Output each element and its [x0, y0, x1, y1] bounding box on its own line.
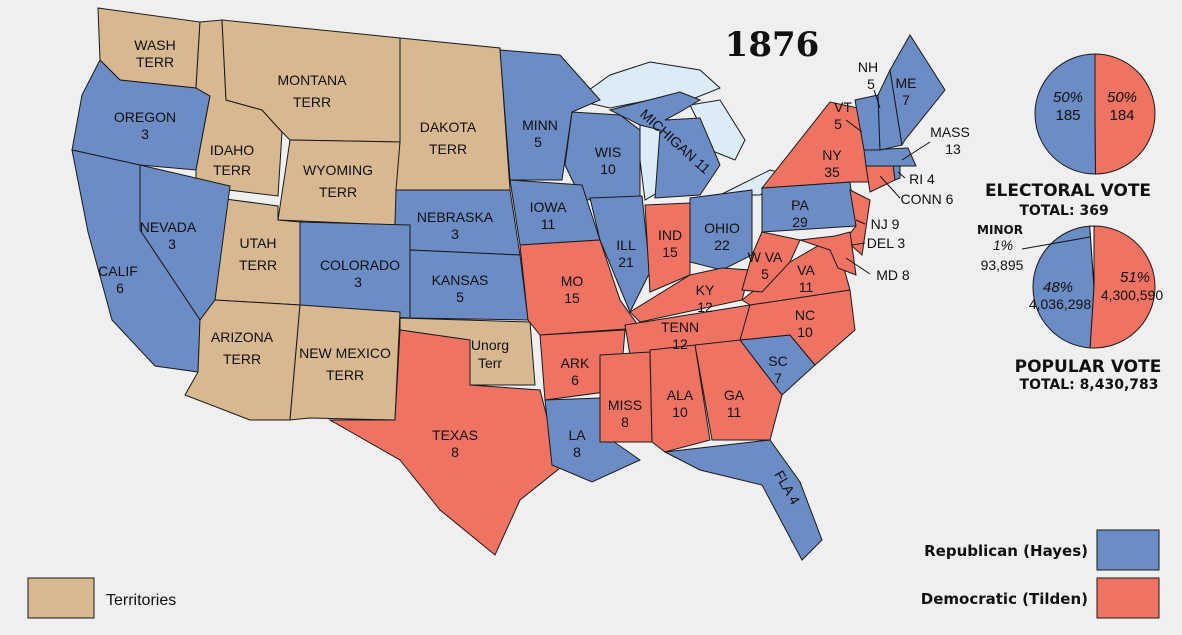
- label-nc: NC 10: [795, 307, 815, 340]
- pv-total: TOTAL: 8,430,783: [1020, 377, 1159, 393]
- label-arizona: ARIZONA TERR: [211, 329, 274, 367]
- state-md-del[interactable]: [799, 231, 857, 276]
- label-nevada: NEVADA 3: [140, 219, 197, 252]
- label-ga: GA 11: [724, 387, 745, 420]
- label-montana: MONTANA TERR: [278, 72, 348, 110]
- pv-caption: POPULAR VOTE: [1015, 357, 1162, 377]
- pv-minor-label: MINOR: [977, 223, 1023, 237]
- state-fla[interactable]: [663, 439, 823, 561]
- legend-democratic-swatch: [1096, 577, 1160, 619]
- pv-dem-votes: 4,300,590: [1101, 287, 1163, 303]
- pie-slice-republican: [1034, 53, 1097, 175]
- label-sc: SC 7: [768, 353, 787, 386]
- pv-dem-pct: 51%: [1120, 269, 1150, 286]
- state-texas[interactable]: [328, 329, 561, 556]
- pie-slice-democratic: [1089, 225, 1156, 349]
- leader-lines: [845, 89, 931, 275]
- ev-dem-votes: 184: [1109, 107, 1134, 124]
- label-nebraska: NEBRASKA 3: [417, 209, 494, 242]
- label-texas: TEXAS 8: [432, 427, 478, 460]
- pie-slice-democratic: [1094, 53, 1156, 175]
- label-ind: IND 15: [658, 227, 682, 260]
- pie-slice-minor: [1089, 225, 1095, 288]
- label-conn: CONN 6: [901, 191, 954, 207]
- ev-rep-pct: 50%: [1053, 89, 1083, 106]
- label-del: DEL 3: [867, 235, 906, 251]
- label-ill: ILL 21: [616, 237, 636, 270]
- label-nj: NJ 9: [871, 216, 900, 232]
- label-me: ME 7: [896, 75, 917, 108]
- label-wis: WIS 10: [595, 144, 621, 177]
- label-calif: CALIF 6: [98, 263, 138, 296]
- states: [71, 7, 946, 561]
- legend: Republican (Hayes) Democratic (Tilden) T…: [27, 529, 1160, 619]
- label-ny: NY 35: [822, 147, 842, 180]
- state-mass[interactable]: [863, 147, 917, 167]
- state-dakota[interactable]: [395, 37, 511, 191]
- minor-leader-line: [1021, 236, 1091, 250]
- pie-slice-republican: [1032, 225, 1095, 349]
- state-ga[interactable]: [694, 339, 783, 441]
- state-ohio[interactable]: [689, 189, 753, 271]
- label-minn: MINN 5: [522, 117, 558, 150]
- label-utah: UTAH TERR: [239, 235, 277, 273]
- label-unorg: Unorg Terr: [471, 337, 509, 371]
- ev-dem-pct: 50%: [1107, 89, 1137, 106]
- legend-territories-label: Territories: [106, 592, 176, 609]
- label-newmexico: NEW MEXICO TERR: [299, 345, 391, 383]
- label-dakota: DAKOTA TERR: [420, 119, 477, 157]
- state-me[interactable]: [889, 34, 946, 147]
- label-ala: ALA 10: [667, 387, 694, 420]
- legend-republican-swatch: [1096, 529, 1160, 571]
- legend-republican-label: Republican (Hayes): [924, 542, 1088, 560]
- label-ky: KY 12: [696, 282, 715, 315]
- label-nh: NH 5: [858, 59, 878, 92]
- label-mo: MO 15: [561, 273, 584, 306]
- label-ark: ARK 6: [561, 355, 590, 388]
- ev-caption: ELECTORAL VOTE: [985, 181, 1151, 201]
- pv-rep-pct: 48%: [1043, 279, 1073, 296]
- ev-total: TOTAL: 369: [1019, 203, 1108, 219]
- pv-rep-votes: 4,036,298: [1029, 296, 1091, 312]
- state-newmexico[interactable]: [289, 304, 401, 421]
- legend-territories-swatch: [27, 577, 95, 619]
- label-mass: MASS 13: [930, 124, 970, 157]
- electoral-vote-pie: 50% 185 50% 184 ELECTORAL VOTE TOTAL: 36…: [985, 53, 1156, 219]
- map-title: 1876: [725, 25, 820, 65]
- label-md: MD 8: [876, 267, 910, 283]
- label-ohio: OHIO 22: [704, 220, 740, 253]
- label-colorado: COLORADO 3: [320, 257, 400, 290]
- state-ny[interactable]: [760, 101, 871, 189]
- pv-minor-votes: 93,895: [981, 257, 1024, 273]
- label-tenn: TENN 12: [661, 319, 699, 352]
- label-pa: PA 29: [791, 197, 809, 230]
- label-va: VA 11: [797, 262, 815, 295]
- label-vt: VT 5: [834, 99, 852, 132]
- label-miss: MISS 8: [608, 397, 642, 430]
- label-ri: RI 4: [909, 171, 935, 187]
- label-kansas: KANSAS 5: [432, 272, 489, 305]
- label-oregon: OREGON 3: [114, 109, 176, 142]
- state-ill[interactable]: [589, 195, 651, 314]
- popular-vote-pie: MINOR 1% 93,895 48% 4,036,298 51% 4,300,…: [977, 223, 1163, 393]
- label-wash: WASH TERR: [134, 37, 175, 70]
- state-wyoming[interactable]: [277, 139, 401, 226]
- pv-minor-pct: 1%: [993, 237, 1013, 253]
- state-ala[interactable]: [649, 344, 711, 453]
- state-pa[interactable]: [761, 181, 857, 233]
- state-michigan[interactable]: [608, 91, 721, 199]
- label-iowa: IOWA 11: [530, 199, 567, 232]
- label-la: LA 8: [568, 427, 586, 460]
- legend-democratic-label: Democratic (Tilden): [921, 590, 1088, 608]
- label-wva: W VA 5: [748, 249, 783, 282]
- ev-rep-votes: 185: [1055, 107, 1080, 124]
- label-wyoming: WYOMING TERR: [303, 162, 373, 200]
- label-idaho: IDAHO TERR: [210, 142, 254, 178]
